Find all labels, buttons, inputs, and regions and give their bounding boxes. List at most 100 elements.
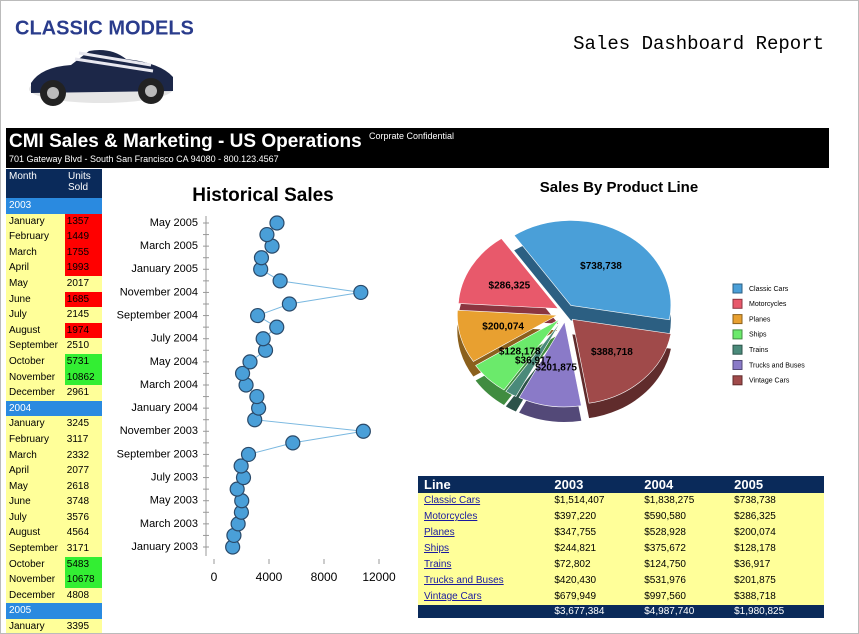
y-tick-label: March 2003 [140, 518, 198, 530]
totals-spacer [418, 605, 554, 618]
month-row: October 5731 [6, 353, 102, 370]
units-cell: 10862 [64, 369, 102, 386]
legend-swatch [732, 375, 743, 386]
product-link[interactable]: Motorcycles [424, 511, 478, 522]
column-header: Units Sold [68, 171, 91, 193]
units-cell: 1685 [64, 291, 102, 308]
value-cell: $397,220 [554, 511, 597, 522]
product-row: Trains $72,802 $124,750 $36,917 [418, 557, 824, 573]
month-row: August 4564 [6, 525, 102, 542]
car-logo [29, 50, 173, 106]
month-cell: February [6, 229, 65, 245]
legend-swatch [732, 360, 743, 370]
slice [513, 220, 672, 321]
slice [457, 309, 559, 362]
month-row: January 3395 [6, 619, 102, 633]
point [285, 435, 301, 451]
month-cell: August [6, 525, 65, 542]
logo-text: CLASSIC MODELS [15, 17, 194, 39]
value-cell: $531,976 [644, 575, 686, 586]
legend-label: Classic Cars [749, 286, 789, 293]
units-cell: 1993 [64, 260, 102, 276]
product-link[interactable]: Trains [424, 559, 452, 570]
line-cell: Ships [418, 541, 554, 557]
month-row: April 2077 [6, 463, 102, 479]
line-cell: Planes [418, 525, 554, 541]
legend-label: Trucks and Buses [749, 362, 805, 369]
units-cell: 3576 [64, 509, 102, 526]
value-label: $128,178 [499, 346, 541, 357]
units-cell: 2961 [64, 385, 102, 401]
units-cell: 1755 [64, 244, 102, 261]
month-cell: December [6, 587, 65, 604]
value-cell: $286,325 [734, 511, 776, 522]
value-cell: $1,514,407 [554, 495, 605, 506]
month-cell: November [6, 572, 65, 588]
units-cell: 3117 [64, 431, 102, 448]
product-link[interactable]: Vintage Cars [424, 591, 482, 602]
y-tick-label: May 2004 [150, 356, 198, 368]
product-link[interactable]: Planes [424, 527, 455, 538]
y-tick-label: September 2003 [117, 448, 198, 460]
column-header: Month [9, 171, 37, 182]
month-cell: May [6, 478, 65, 495]
column-header: 2004 [644, 477, 674, 492]
y-tick-label: May 2005 [150, 217, 198, 229]
line-cell: Trucks and Buses [418, 573, 554, 589]
line-cell: Trains [418, 557, 554, 573]
units-cell: 5731 [64, 353, 102, 370]
legend-label: Trains [749, 347, 769, 354]
month-row: September 2510 [6, 338, 102, 354]
month-row: January 1357 [6, 213, 102, 230]
value-cell: $1,838,275 [644, 495, 695, 506]
units-cell: 10678 [64, 572, 102, 588]
units-cell: 5483 [64, 556, 102, 573]
legend-label: Motorcycles [749, 301, 787, 308]
banner-title: CMI Sales & Marketing - US Operations [9, 131, 362, 152]
units-cell: 4564 [64, 525, 102, 542]
month-row: July 2145 [6, 307, 102, 323]
table-header: Line 2003 2004 2005 [418, 476, 824, 493]
month-cell: May [6, 275, 65, 292]
value-label: $201,875 [535, 362, 577, 373]
y-tick-label: November 2004 [120, 286, 198, 298]
month-row: June 1685 [6, 291, 102, 308]
banner-address: 701 Gateway Blvd - South San Francisco C… [9, 154, 279, 164]
value-label: $36,917 [515, 355, 552, 366]
y-tick-label: January 2005 [131, 263, 198, 275]
month-row: March 1755 [6, 244, 102, 261]
value-cell: $72,802 [554, 559, 591, 570]
value-cell: $388,718 [734, 591, 776, 602]
units-cell: 3171 [64, 541, 102, 557]
point [353, 284, 369, 301]
month-cell: November [6, 369, 65, 386]
product-link[interactable]: Trucks and Buses [424, 575, 504, 586]
month-row: May 2618 [6, 478, 102, 495]
product-link[interactable]: Ships [424, 543, 450, 554]
point [253, 250, 270, 266]
point [269, 319, 285, 335]
point [240, 446, 257, 463]
legend-swatch [732, 298, 743, 309]
value-cell: $679,949 [554, 591, 597, 602]
column-header: Line [424, 477, 451, 492]
year-row: 2005 [6, 603, 102, 620]
month-cell: April [6, 260, 65, 276]
units-cell: 2510 [64, 338, 102, 354]
month-row: November 10862 [6, 369, 102, 386]
line-cell: Vintage Cars [418, 589, 554, 605]
product-row: Motorcycles $397,220 $590,580 $286,325 [418, 509, 824, 525]
month-cell: February [6, 431, 65, 448]
month-cell: August [6, 322, 65, 339]
units-cell: 2077 [64, 463, 102, 479]
product-link[interactable]: Classic Cars [424, 495, 481, 506]
month-cell: March [6, 447, 65, 464]
point [255, 331, 271, 347]
product-row: Trucks and Buses $420,430 $531,976 $201,875 [418, 573, 824, 589]
point [229, 481, 245, 497]
month-row: August 1974 [6, 322, 102, 339]
month-row: December 2961 [6, 385, 102, 401]
x-tick-label: 12000 [362, 570, 396, 584]
